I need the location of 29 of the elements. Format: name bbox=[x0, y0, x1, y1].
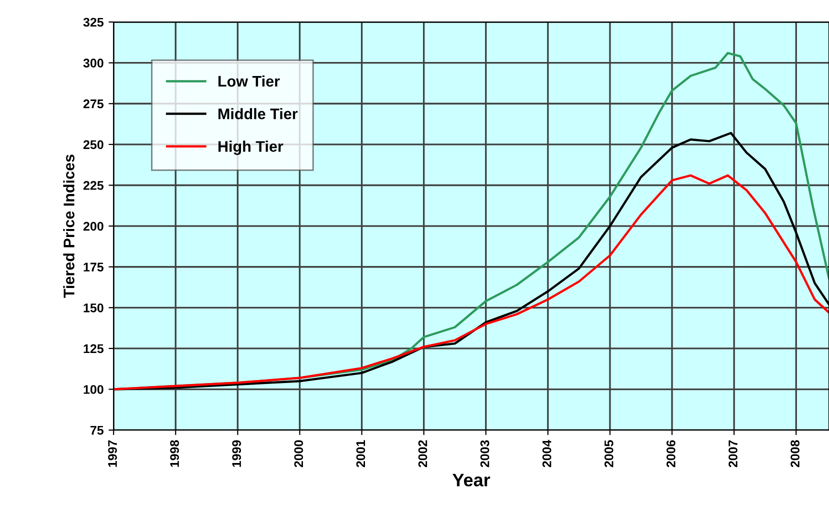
legend-label: High Tier bbox=[218, 140, 284, 155]
x-tick-label: 1998 bbox=[170, 440, 179, 467]
x-tick-label: 2008 bbox=[790, 440, 800, 468]
x-tick-label: 2002 bbox=[418, 440, 428, 468]
y-tick-label: 200 bbox=[83, 222, 104, 231]
y-tick-label: 75 bbox=[90, 426, 104, 435]
y-tick-label: 300 bbox=[83, 58, 104, 68]
y-axis-title: Tiered Price Indices bbox=[63, 154, 74, 298]
y-tick-label: 100 bbox=[84, 385, 104, 394]
x-tick-label: 2005 bbox=[604, 440, 614, 468]
legend-label: Middle Tier bbox=[218, 108, 298, 120]
legend-label: Low Tier bbox=[218, 75, 280, 87]
y-tick-label: 125 bbox=[84, 344, 104, 354]
x-tick-label: 1997 bbox=[108, 440, 117, 467]
line-series bbox=[114, 174, 829, 390]
x-tick-label: 1999 bbox=[232, 440, 242, 467]
y-tick-label: 225 bbox=[83, 181, 104, 190]
x-tick-label: 2000 bbox=[294, 440, 304, 468]
x-axis-title: Year bbox=[452, 474, 490, 486]
x-tick-label: 2003 bbox=[480, 440, 490, 468]
y-tick-label: 175 bbox=[84, 262, 104, 272]
x-tick-label: 2001 bbox=[356, 440, 366, 468]
y-tick-label: 250 bbox=[83, 140, 104, 150]
y-tick-label: 325 bbox=[83, 18, 104, 27]
y-tick-label: 275 bbox=[83, 99, 104, 108]
x-tick-label: 2006 bbox=[666, 440, 676, 468]
x-tick-label: 2007 bbox=[728, 440, 738, 468]
x-tick-label: 2004 bbox=[542, 440, 552, 468]
y-tick-label: 150 bbox=[84, 303, 104, 312]
